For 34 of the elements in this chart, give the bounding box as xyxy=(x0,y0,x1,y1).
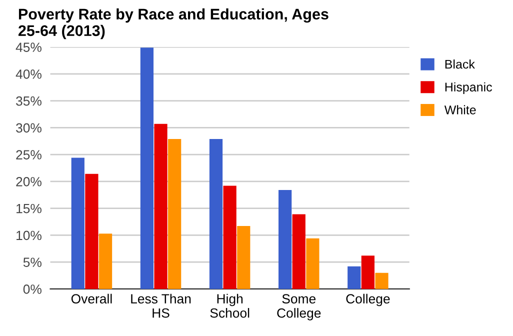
bar xyxy=(168,138,182,289)
y-tick-label: 5% xyxy=(23,258,42,267)
y-tick-label: 25% xyxy=(16,150,42,160)
bar xyxy=(209,138,223,289)
bar xyxy=(361,256,374,289)
x-tick-label: College xyxy=(346,294,390,306)
bar xyxy=(223,186,236,289)
y-tick-label: 45% xyxy=(16,42,42,52)
bar xyxy=(140,48,154,289)
legend-label: Hispanic xyxy=(445,82,492,94)
y-tick-label: 20% xyxy=(16,177,42,186)
y-tick-label: 35% xyxy=(16,96,42,106)
y-tick-label: 0% xyxy=(23,284,42,294)
y-tick-label: 40% xyxy=(16,69,42,79)
legend-label: Black xyxy=(445,59,475,69)
x-tick-label: High School xyxy=(210,294,250,318)
y-tick-label: 10% xyxy=(16,230,42,240)
y-tick-label: 15% xyxy=(16,204,42,214)
y-tick-label: 30% xyxy=(16,123,42,133)
bar xyxy=(348,266,361,289)
legend-label: White xyxy=(444,105,476,114)
bar xyxy=(71,158,84,289)
chart-title: Poverty Rate by Race and Education, Ages 25-64 (2013) xyxy=(18,8,328,40)
x-tick-label: Less Than HS xyxy=(131,294,191,318)
x-tick-label: Some College xyxy=(277,294,321,320)
x-tick-label: Overall xyxy=(71,294,112,304)
bar xyxy=(154,124,168,289)
bar xyxy=(375,272,388,289)
bar xyxy=(85,174,98,289)
bar xyxy=(237,226,250,289)
bar xyxy=(98,234,112,289)
bar xyxy=(278,190,292,289)
bar xyxy=(306,238,320,289)
bar xyxy=(292,214,306,289)
